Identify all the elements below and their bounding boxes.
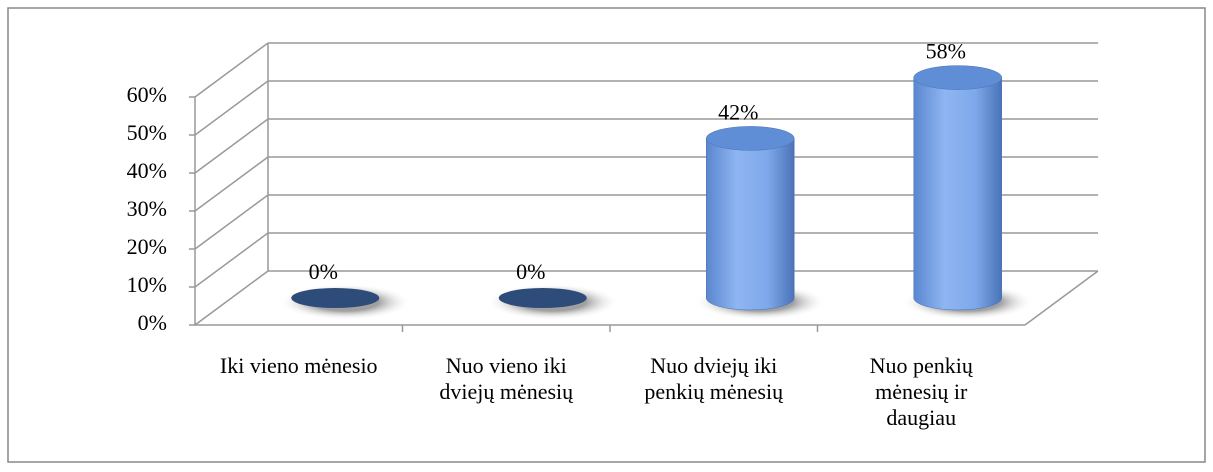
- grid-line: [194, 118, 269, 174]
- y-tick-label: 10%: [127, 272, 167, 297]
- x-tick-label: Nuo vieno iki dviejų mėnesių: [439, 353, 574, 404]
- grid-line: [194, 270, 269, 326]
- y-tick-label: 60%: [127, 82, 167, 107]
- frame: [7, 7, 1206, 463]
- bar: [706, 138, 795, 311]
- bar: [291, 288, 380, 308]
- bar: [913, 77, 1002, 311]
- y-tick-label: 20%: [127, 234, 167, 259]
- bar-top: [913, 65, 1002, 90]
- x-tick-label: Nuo dviejų iki penkių mėnesių: [644, 353, 784, 404]
- grid-line: [194, 156, 269, 212]
- y-tick-label: 30%: [127, 196, 167, 221]
- value-label: 58%: [926, 39, 966, 64]
- y-tick-label: 0%: [138, 310, 167, 335]
- bar: [498, 288, 587, 308]
- value-label: 42%: [718, 99, 758, 124]
- x-tick-label: Iki vieno mėnesio: [219, 353, 378, 378]
- value-label: 0%: [516, 259, 545, 284]
- floor-edge: [1024, 270, 1099, 326]
- grid-line: [194, 42, 269, 98]
- grid-line: [194, 232, 269, 288]
- bar-top: [706, 126, 795, 151]
- x-tick-label: Nuo penkių mėnesių ir daugiau: [869, 353, 973, 430]
- y-tick-label: 40%: [127, 158, 167, 183]
- grid-line: [194, 80, 269, 136]
- y-tick-label: 50%: [127, 120, 167, 145]
- grid-line: [194, 194, 269, 250]
- value-label: 0%: [309, 259, 338, 284]
